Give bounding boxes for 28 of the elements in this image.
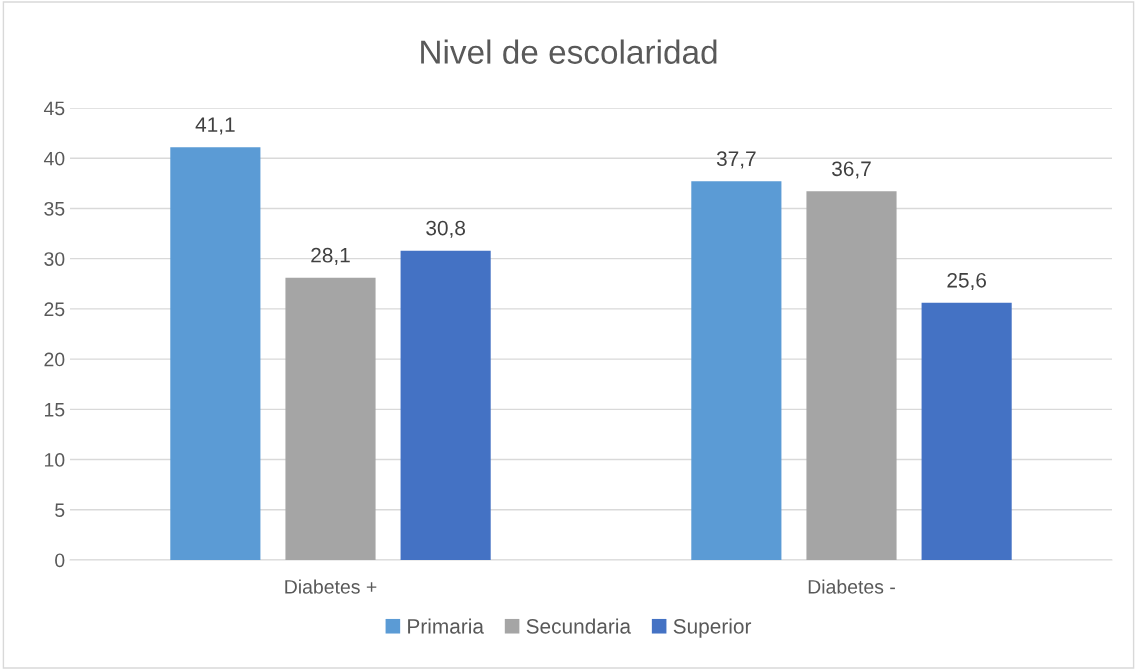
bar [400, 250, 491, 560]
y-tick-label: 40 [43, 151, 65, 166]
bar [285, 277, 376, 560]
y-tick-label: 0 [55, 553, 65, 568]
x-tick-label: Diabetes + [285, 579, 377, 594]
y-tick-label: 20 [44, 352, 65, 367]
data-label: 30,8 [426, 220, 466, 238]
data-label: 41,1 [195, 117, 235, 135]
legend-label: Secundaria [526, 618, 632, 634]
legend-label: Primaria [408, 618, 484, 634]
y-tick-label: 35 [44, 201, 65, 216]
data-label: 25,6 [947, 272, 986, 291]
data-label: 37,7 [716, 151, 756, 169]
legend-label: Superior [673, 618, 752, 638]
y-tick-label: 30 [44, 252, 65, 266]
data-label: 28,1 [311, 247, 350, 265]
y-tick-label: 15 [45, 403, 65, 417]
bar [806, 191, 897, 560]
data-label: 36,7 [832, 161, 871, 179]
y-tick-label: 25 [44, 302, 65, 317]
x-tick-label: Diabetes - [808, 579, 895, 594]
bar [921, 302, 1012, 560]
chart-title: Nivel de escolaridad [421, 39, 717, 64]
bar [170, 147, 261, 560]
y-tick-label: 5 [55, 503, 65, 518]
y-tick-label: 10 [45, 453, 65, 467]
y-tick-label: 45 [43, 101, 65, 116]
bar [691, 181, 782, 560]
